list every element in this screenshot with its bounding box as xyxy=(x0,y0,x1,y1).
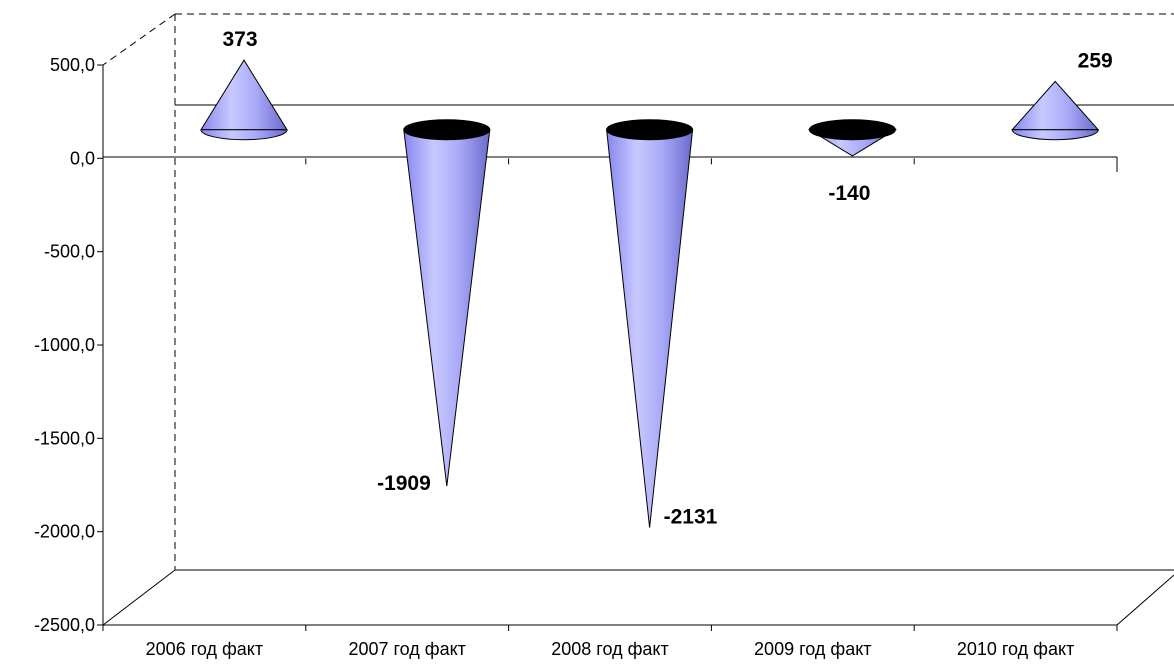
data-label: -2131 xyxy=(664,506,718,529)
cone-body xyxy=(606,129,694,528)
cone-bar xyxy=(606,119,694,528)
x-category-label: 2008 год факт xyxy=(551,639,668,659)
cone-bar xyxy=(403,119,491,487)
floor-left-edge xyxy=(102,569,176,626)
y-tick-label: -1000,0 xyxy=(34,335,95,355)
top-depth-edge xyxy=(102,13,176,66)
x-category-label: 2009 год факт xyxy=(754,639,871,659)
data-label: -1909 xyxy=(377,472,431,495)
x-axis xyxy=(102,156,1118,631)
cone-base xyxy=(1011,129,1099,141)
x-category-label: 2006 год факт xyxy=(146,639,263,659)
floor-right-edge xyxy=(1116,574,1174,626)
data-label: 259 xyxy=(1078,49,1113,72)
cone-body xyxy=(1011,80,1100,131)
data-label: 373 xyxy=(222,28,257,51)
data-label: -140 xyxy=(828,182,870,205)
y-tick-label: -1500,0 xyxy=(34,428,95,448)
cone-body xyxy=(200,59,288,131)
cone-base xyxy=(808,119,896,141)
cone-body xyxy=(403,129,491,487)
y-axis: 500,0 0,0 -500,0 -1000,0 -1500,0 -2000,0 -2500… xyxy=(34,55,104,635)
cone-base xyxy=(403,119,491,141)
cone-base xyxy=(200,129,288,141)
chart-frame xyxy=(102,13,1174,626)
y-tick-label: 0,0 xyxy=(70,148,95,168)
cone-base xyxy=(606,119,694,141)
cone-bar xyxy=(1011,80,1100,141)
cone-bar xyxy=(807,119,898,157)
cone-bar xyxy=(200,59,288,141)
y-tick-label: -500,0 xyxy=(44,242,95,262)
x-category-label: 2007 год факт xyxy=(348,639,465,659)
y-tick-label: -2500,0 xyxy=(34,615,95,635)
x-category-label: 2010 год факт xyxy=(957,639,1074,659)
y-tick-label: -2000,0 xyxy=(34,522,95,542)
y-tick-label: 500,0 xyxy=(50,55,95,75)
